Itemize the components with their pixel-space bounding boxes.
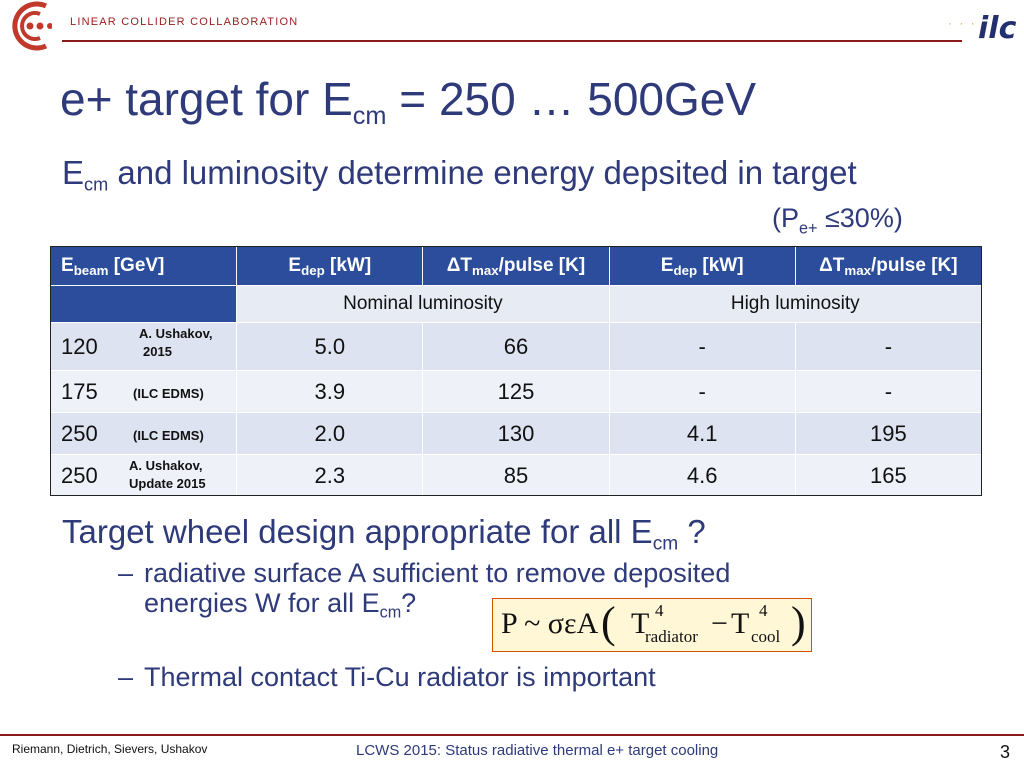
table-row: 250 (ILC EDMS) 2.0 130 4.1 195 (49, 412, 983, 455)
luminosity-row: Nominal luminosity High luminosity (49, 285, 983, 323)
formula-left-paren: ( (601, 598, 616, 647)
formula-sub-cool: cool (751, 627, 781, 646)
edep-high-cell: - (608, 370, 796, 413)
slide-title: e+ target for Ecm = 250 … 500GeV (60, 73, 757, 130)
edep-nominal-cell: 5.0 (236, 322, 424, 371)
dtmax-nominal-cell: 130 (422, 412, 610, 455)
bullet-radiative-surface: – radiative surface A sufficient to remov… (118, 558, 731, 622)
table-header-row: Ebeam [GeV] Edep [kW] ΔTmax/pulse [K] Ed… (49, 246, 983, 286)
edep-nominal-cell: 2.3 (236, 454, 424, 497)
header-edep-high: Edep [kW] (608, 246, 796, 286)
source-note: (ILC EDMS) (133, 386, 204, 401)
ebeam-value: 120 (61, 333, 98, 359)
formula-lhs: P ~ σεA (501, 607, 599, 640)
dtmax-nominal-cell: 66 (422, 322, 610, 371)
formula-minus: − (711, 607, 728, 640)
header-ebeam-continued (49, 285, 238, 323)
bullet-thermal-contact: – Thermal contact Ti-Cu radiator is impor… (118, 662, 656, 692)
formula-exp-2: 4 (759, 601, 768, 620)
ilc-logo-text: ilc (978, 11, 1017, 46)
table-row: 120 A. Ushakov, 2015 5.0 66 - - (49, 322, 983, 371)
edep-nominal-cell: 2.0 (236, 412, 424, 455)
dtmax-high-cell: - (794, 322, 983, 371)
bullet-dash: – (118, 662, 134, 692)
ebeam-cell: 175 (ILC EDMS) (49, 370, 238, 413)
edep-nominal-cell: 3.9 (236, 370, 424, 413)
logo-dots: · · · · (948, 16, 988, 30)
dtmax-high-cell: - (794, 370, 983, 413)
formula-t-radiator: T (631, 607, 650, 640)
page-number: 3 (1000, 742, 1011, 762)
ebeam-cell: 250 A. Ushakov, Update 2015 (49, 454, 238, 497)
edep-high-cell: - (608, 322, 796, 371)
footer-rule (0, 734, 1024, 736)
nominal-luminosity-label: Nominal luminosity (236, 285, 610, 323)
lcc-logo (12, 1, 52, 51)
header-edep-nominal: Edep [kW] (236, 246, 424, 286)
header-ebeam: Ebeam [GeV] (49, 246, 238, 286)
ebeam-value: 175 (61, 378, 98, 404)
header-rule (62, 40, 962, 42)
formula-exp-1: 4 (655, 601, 664, 620)
dtmax-high-cell: 165 (794, 454, 983, 497)
energy-deposition-table: Ebeam [GeV] Edep [kW] ΔTmax/pulse [K] Ed… (49, 246, 983, 497)
design-question: Target wheel design appropriate for all … (62, 513, 706, 555)
radiation-formula: P ~ σεA ( T 4 radiator − T 4 cool ) (492, 598, 812, 652)
dtmax-high-cell: 195 (794, 412, 983, 455)
ilc-logo: ilc (978, 11, 1017, 46)
high-luminosity-label: High luminosity (608, 285, 983, 323)
ebeam-cell: 120 A. Ushakov, 2015 (49, 322, 238, 371)
footer-conference: LCWS 2015: Status radiative thermal e+ t… (356, 742, 719, 759)
bullet-dash: – (118, 558, 134, 588)
organization-name: LINEAR COLLIDER COLLABORATION (70, 16, 299, 28)
source-note: A. Ushakov, Update 2015 (129, 458, 206, 491)
ebeam-cell: 250 (ILC EDMS) (49, 412, 238, 455)
formula-sub-radiator: radiator (645, 627, 698, 646)
formula-right-paren: ) (791, 598, 806, 647)
edep-high-cell: 4.1 (608, 412, 796, 455)
polarization-note: (Pe+ ≤30%) (772, 203, 903, 238)
table-row: 175 (ILC EDMS) 3.9 125 - - (49, 370, 983, 413)
dtmax-nominal-cell: 85 (422, 454, 610, 497)
header-dtmax-nominal: ΔTmax/pulse [K] (422, 246, 610, 286)
dtmax-nominal-cell: 125 (422, 370, 610, 413)
formula-t-cool: T (731, 607, 750, 640)
ebeam-value: 250 (61, 462, 98, 488)
source-note: A. Ushakov, 2015 (139, 326, 213, 359)
ebeam-value: 250 (61, 420, 98, 446)
slide-subtitle: Ecm and luminosity determine energy deps… (62, 154, 857, 195)
header-dtmax-high: ΔTmax/pulse [K] (794, 246, 983, 286)
footer-authors: Riemann, Dietrich, Sievers, Ushakov (12, 742, 208, 756)
table-row: 250 A. Ushakov, Update 2015 2.3 85 4.6 16… (49, 454, 983, 497)
source-note: (ILC EDMS) (133, 428, 204, 443)
edep-high-cell: 4.6 (608, 454, 796, 497)
